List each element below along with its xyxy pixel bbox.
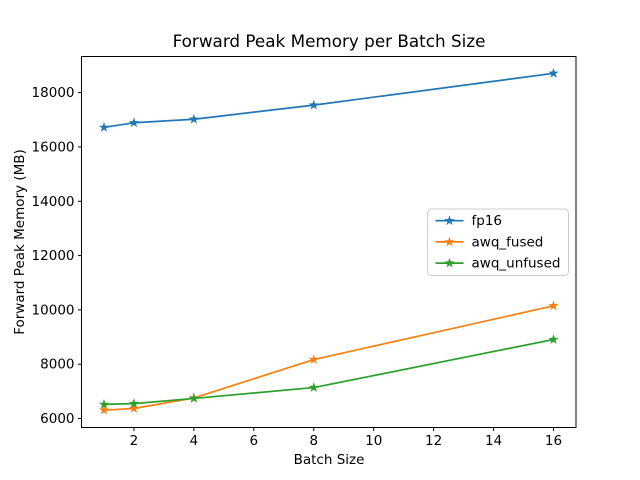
x-tick-label: 16	[545, 433, 562, 449]
x-tick-label: 14	[485, 433, 502, 449]
x-tick-label: 10	[365, 433, 382, 449]
plot-frame	[81, 56, 577, 428]
series-marker-fp16	[548, 67, 559, 78]
x-tick-label: 2	[130, 433, 139, 449]
series-line-fp16	[103, 72, 555, 129]
y-tick-label: 14000	[32, 194, 75, 210]
series-marker-awq_unfused	[548, 334, 559, 344]
series-marker-fp16	[128, 117, 140, 128]
series-marker-fp16	[98, 121, 110, 132]
chart-title: Forward Peak Memory per Batch Size	[172, 31, 486, 51]
y-tick-label: 6000	[40, 411, 74, 427]
series-marker-awq_unfused	[188, 393, 200, 403]
y-axis-label: Forward Peak Memory (MB)	[12, 149, 28, 335]
series-marker-fp16	[308, 99, 319, 110]
legend-marker-fp16	[444, 215, 455, 226]
y-tick-label: 12000	[32, 248, 75, 264]
series-marker-awq_unfused	[98, 399, 110, 409]
legend-label-awq_fused: awq_fused	[472, 234, 544, 250]
series-marker-awq_fused	[128, 403, 140, 413]
series-line-awq_fused	[103, 304, 555, 411]
y-tick-label: 16000	[32, 139, 75, 155]
series-marker-awq_fused	[98, 404, 110, 415]
legend-marker-awq_unfused	[444, 257, 455, 268]
legend-label-fp16: fp16	[472, 213, 503, 229]
series-marker-awq_fused	[308, 354, 319, 364]
x-tick-label: 12	[425, 433, 442, 449]
y-tick-label: 10000	[32, 302, 75, 318]
legend-marker-awq_fused	[444, 236, 455, 247]
y-tick-label: 8000	[40, 357, 74, 373]
series-marker-awq_unfused	[128, 398, 140, 408]
x-axis-label: Batch Size	[293, 452, 365, 468]
x-tick-label: 6	[250, 433, 259, 449]
y-tick-label: 18000	[32, 85, 75, 101]
series-marker-fp16	[188, 113, 200, 124]
legend-box	[427, 208, 569, 276]
x-tick-label: 4	[190, 433, 199, 449]
series-marker-awq_unfused	[308, 382, 319, 392]
series-marker-awq_fused	[548, 300, 559, 311]
x-tick-label: 8	[309, 433, 318, 449]
series-line-awq_unfused	[103, 338, 555, 406]
legend-label-awq_unfused: awq_unfused	[472, 256, 561, 272]
